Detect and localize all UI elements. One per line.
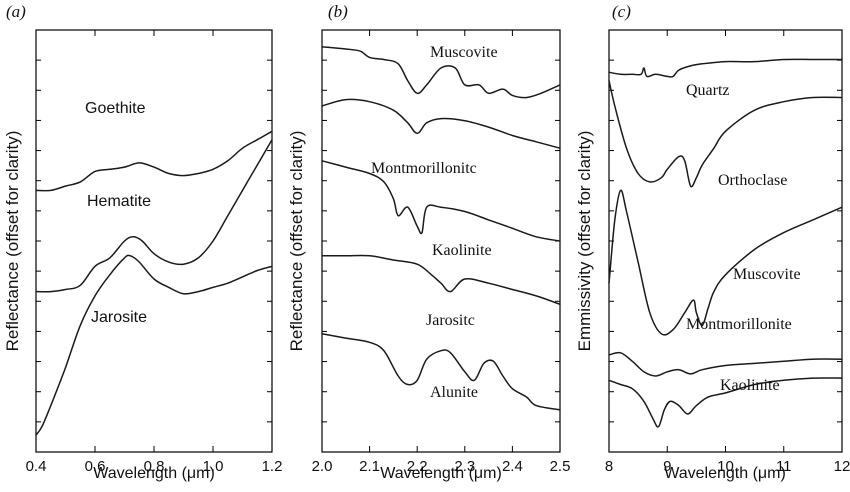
xtick-label-b-5: 2.5 xyxy=(550,458,571,475)
label-jarositc: Jarositc xyxy=(426,312,475,329)
spectrum-b-muscovite xyxy=(321,46,561,99)
label-quartz: Quartz xyxy=(686,82,730,99)
xtick-label-b-0: 2.0 xyxy=(312,458,333,475)
panel-a-ylabel: Reflectance (offset for clarity) xyxy=(3,131,22,352)
panel-a: (a) 0.4 0.6 0.8 1.0 1.2 Reflectance (offset … xyxy=(3,2,282,482)
xtick-label-a-3: 1.0 xyxy=(203,458,224,475)
xtick-label-c-2: 10 xyxy=(717,458,734,475)
label-montmorillonite: Montmorillonite xyxy=(686,316,792,333)
spectrum-b-jarositc xyxy=(321,254,561,306)
panel-a-label: (a) xyxy=(6,2,26,21)
xtick-label-b-2: 2.2 xyxy=(407,458,428,475)
spectrum-b-montmorillonitc xyxy=(321,98,561,149)
spectrum-a-goethite xyxy=(35,130,273,192)
xtick-label-b-3: 2.3 xyxy=(454,458,475,475)
panel-b: (b) 2.0 2.1 2.2 2.3 2.4 2.5 Reflectance (offs… xyxy=(287,2,570,482)
xtick-label-b-4: 2.4 xyxy=(502,458,523,475)
label-montmorillonitc: Montmorillonitc xyxy=(371,160,477,177)
label-orthoclase: Orthoclase xyxy=(718,172,787,189)
panel-a-curves xyxy=(35,130,273,436)
panel-c-xlabel: Wavelength (μm) xyxy=(664,465,786,482)
spectrum-c-kaolinite xyxy=(608,377,843,428)
xtick-label-a-0: 0.4 xyxy=(26,458,47,475)
panel-c-curves xyxy=(608,58,843,428)
label-kaolinite-c: Kaolinite xyxy=(720,377,780,394)
panel-a-frame xyxy=(35,29,273,453)
spectrum-c-quartz xyxy=(608,58,843,78)
label-kaolinite-b: Kaolinite xyxy=(432,242,492,259)
panel-c: (c) 8 9 10 11 12 Emmissivity (offset for cla… xyxy=(575,2,850,482)
label-hematite: Hematite xyxy=(87,193,151,210)
xtick-label-c-3: 11 xyxy=(776,458,792,475)
label-muscovite-c: Muscovite xyxy=(733,266,801,283)
spectrum-b-kaolinite xyxy=(321,160,561,242)
xtick-label-a-2: 0.8 xyxy=(144,458,165,475)
panel-b-xlabel: Wavelength (μm) xyxy=(380,465,502,482)
label-muscovite-b: Muscovite xyxy=(430,44,498,61)
xtick-label-b-1: 2.1 xyxy=(359,458,380,475)
spectrum-c-montmorillonite xyxy=(608,351,843,377)
label-alunite: Alunite xyxy=(430,384,478,401)
panel-b-xticks: 2.0 2.1 2.2 2.3 2.4 2.5 xyxy=(312,30,571,475)
spectrum-b-alunite xyxy=(321,333,561,411)
xtick-label-a-1: 0.6 xyxy=(85,458,106,475)
xtick-label-a-4: 1.2 xyxy=(262,458,283,475)
panel-a-xlabel: Wavelength (μm) xyxy=(93,465,215,482)
spectrum-a-hematite xyxy=(35,138,273,293)
spectrum-c-muscovite xyxy=(608,189,843,336)
spectrum-c-orthoclase xyxy=(608,79,843,188)
panel-b-ylabel: Reflectance (offset for clarity) xyxy=(287,131,306,352)
panel-c-ylabel: Emmissivity (offset for clarity) xyxy=(575,131,594,352)
label-jarosite: Jarosite xyxy=(91,309,147,326)
panel-b-label: (b) xyxy=(328,2,348,21)
xtick-label-c-1: 9 xyxy=(663,458,671,475)
spectrum-a-jarosite xyxy=(35,254,273,436)
panel-a-xticks: 0.4 0.6 0.8 1.0 1.2 xyxy=(26,30,283,475)
label-goethite: Goethite xyxy=(85,100,146,117)
xtick-label-c-0: 8 xyxy=(605,458,613,475)
panel-b-curves xyxy=(321,46,561,411)
xtick-label-c-4: 12 xyxy=(834,458,850,475)
panel-c-label: (c) xyxy=(612,2,631,21)
